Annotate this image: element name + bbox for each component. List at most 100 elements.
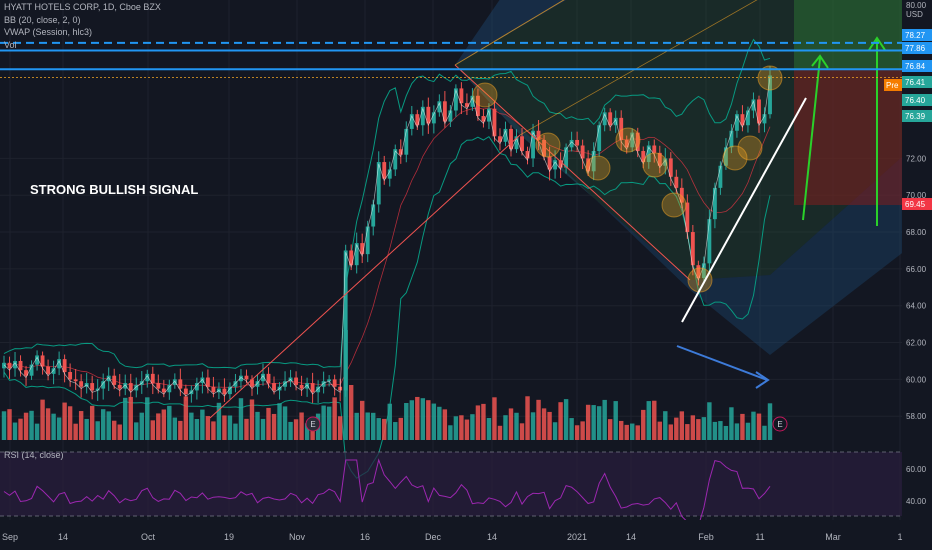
bb-legend[interactable]: BB (20, close, 2, 0): [4, 15, 81, 25]
volume-bar: [415, 396, 420, 440]
volume-bar: [156, 413, 161, 440]
highlight-circle: [535, 132, 561, 158]
candle-body: [305, 383, 310, 389]
rsi-band: [0, 452, 902, 516]
volume-bar: [729, 407, 734, 440]
candle-body: [354, 243, 359, 266]
y-tick-label: 80.00: [906, 1, 927, 10]
candle-body: [448, 110, 453, 122]
x-tick-label: 14: [487, 532, 497, 542]
candle-body: [613, 117, 618, 126]
volume-bar: [591, 405, 596, 440]
volume-bar: [95, 421, 100, 440]
volume-bar: [67, 406, 73, 440]
candle-body: [690, 232, 695, 266]
candle-body: [426, 106, 431, 124]
x-tick-label: Feb: [698, 532, 714, 542]
volume-bar: [596, 406, 602, 440]
volume-bar: [337, 416, 343, 440]
candle-body: [255, 381, 260, 387]
candle-body: [602, 112, 607, 126]
candle-body: [35, 355, 39, 365]
candle-body: [492, 108, 497, 137]
candle-body: [2, 362, 6, 369]
x-tick-label: Oct: [141, 532, 156, 542]
volume-bar: [536, 399, 541, 440]
candle-body: [503, 128, 508, 142]
candle-body: [145, 373, 150, 382]
candles: [2, 66, 772, 403]
candle-body: [222, 388, 227, 395]
green-arrow-1-head: [811, 54, 829, 69]
candle-body: [459, 88, 464, 104]
volume-bar: [200, 409, 205, 440]
volume-bar: [635, 425, 640, 440]
red-diagonal: [454, 64, 691, 281]
x-tick-label: Sep: [2, 532, 18, 542]
volume-bar: [23, 412, 29, 440]
volume-bar: [486, 417, 492, 440]
volume-bar: [365, 412, 370, 440]
earnings-marker: [772, 416, 788, 432]
volume-bar: [641, 409, 646, 440]
price-tag: [902, 110, 932, 122]
volume-bar: [211, 421, 216, 440]
volume-bar: [464, 419, 470, 440]
candle-body: [200, 377, 205, 384]
candle-body: [40, 355, 45, 367]
volume-bar: [602, 399, 607, 440]
volume-bar: [172, 417, 178, 440]
price-tag: [902, 94, 932, 106]
x-tick-label: 14: [626, 532, 636, 542]
volume-bar: [89, 405, 95, 440]
volume-bar: [503, 415, 508, 440]
candle-body: [641, 151, 646, 163]
candle-body: [586, 158, 591, 172]
candle-body: [228, 386, 232, 395]
volume-bar: [354, 412, 359, 440]
volume-bar: [613, 401, 618, 440]
volume-bar: [332, 397, 337, 440]
volume-bar: [288, 421, 293, 440]
channel-line: [519, 0, 758, 136]
rsi-legend[interactable]: RSI (14, close): [4, 450, 64, 460]
volume-bar: [442, 409, 448, 440]
volume-bar: [563, 399, 569, 440]
candle-body: [128, 383, 133, 391]
candle-body: [90, 383, 95, 391]
candle-body: [266, 373, 271, 384]
candle-body: [746, 110, 750, 126]
vol-legend[interactable]: Vol: [4, 40, 17, 50]
candle-body: [387, 169, 392, 179]
candle-body: [453, 88, 458, 111]
candle-body: [299, 384, 304, 389]
volume-bar: [40, 399, 45, 440]
volume-bar: [145, 397, 150, 440]
volume-bar: [18, 418, 23, 440]
bullish-annotation: STRONG BULLISH SIGNAL: [30, 182, 199, 197]
candle-body: [161, 388, 166, 393]
volume-bar: [558, 402, 563, 440]
candle-body: [24, 370, 28, 376]
candle-body: [668, 158, 673, 177]
volume-bar: [685, 424, 690, 440]
volume-bar: [348, 385, 354, 440]
candle-body: [349, 250, 354, 266]
candle-body: [73, 379, 78, 382]
candle-body: [244, 375, 249, 380]
time-axis: Sep 14 Oct 19 Nov 16 Dec 14 2021 14 Feb 11 Mar 1: [0, 520, 932, 550]
blue-arrow-head: [755, 371, 770, 389]
volume-bar: [12, 422, 18, 440]
candle-body: [624, 139, 629, 148]
price-tag-label: 76.41: [905, 78, 926, 87]
vwap-legend[interactable]: VWAP (Session, hlc3): [4, 27, 93, 37]
candle-body: [398, 149, 403, 155]
highlight-circle: [472, 82, 498, 108]
candle-body: [343, 250, 348, 391]
candle-body: [712, 187, 717, 220]
symbol-legend[interactable]: HYATT HOTELS CORP, 1D, Cboe BZX: [4, 2, 161, 12]
volume-bar: [189, 412, 194, 440]
volume-bar: [497, 425, 503, 440]
volume-bar: [624, 424, 629, 440]
